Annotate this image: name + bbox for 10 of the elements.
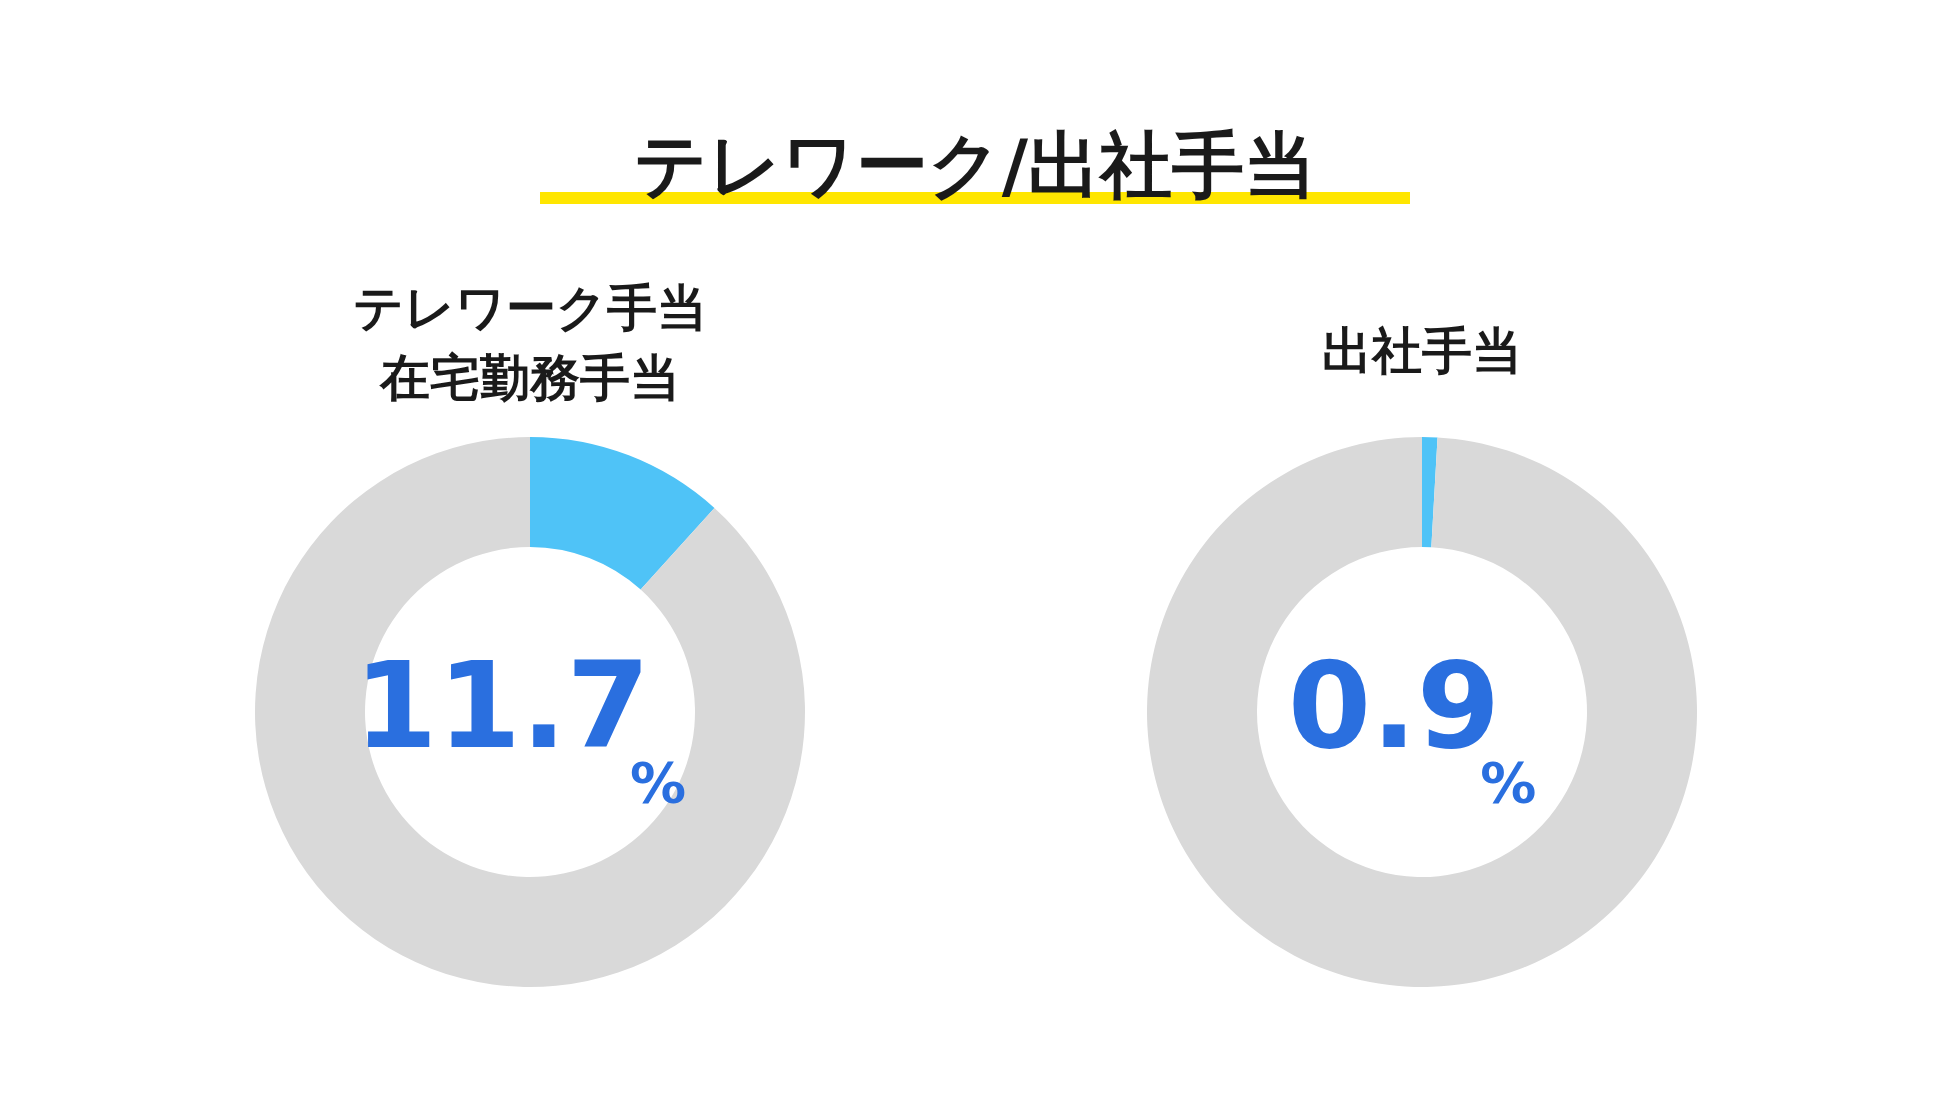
donut-slice: [255, 437, 805, 987]
donut-slice: [1422, 437, 1438, 548]
donut-slice: [530, 437, 715, 590]
chart-title: テレワーク手当: [353, 279, 707, 337]
text: 0.9%: [1287, 636, 1537, 815]
chart-subtitle: 在宅勤務手当: [379, 349, 680, 407]
chart-title: 出社手当: [1322, 322, 1522, 380]
donut-slice: [1147, 437, 1697, 987]
text: テレワーク/出社手当: [633, 123, 1317, 207]
text: 11.7%: [353, 636, 687, 815]
